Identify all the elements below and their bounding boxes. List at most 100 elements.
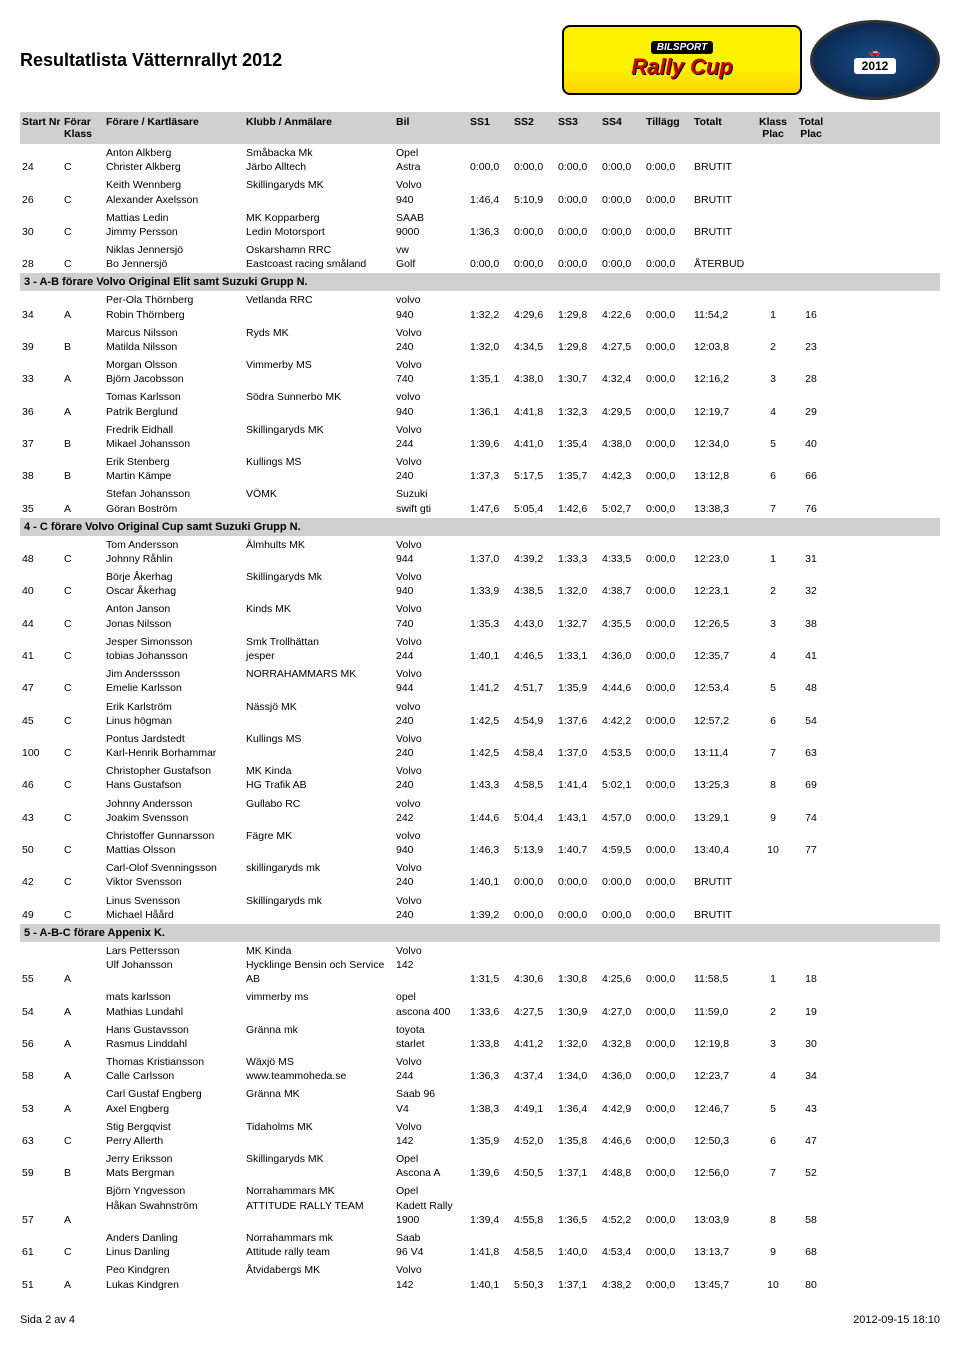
cell-totalt: 13:29,1 xyxy=(694,797,754,825)
cell-tillagg: 0:00,0 xyxy=(646,764,694,792)
section-header: 5 - A-B-C förare Appenix K. xyxy=(20,924,940,942)
cell-klass: C xyxy=(64,178,106,206)
cell-forare: Stig BergqvistPerry Allerth xyxy=(106,1120,246,1148)
cell-klass: A xyxy=(64,1055,106,1083)
section-header: 3 - A-B förare Volvo Original Elit samt … xyxy=(20,273,940,291)
cell-ss4: 4:42,2 xyxy=(602,700,646,728)
cell-forare: Christoffer GunnarssonMattias Olsson xyxy=(106,829,246,857)
cell-tillagg: 0:00,0 xyxy=(646,635,694,663)
cell-totalt: 12:19,7 xyxy=(694,390,754,418)
cell-ss1: 1:44,6 xyxy=(470,797,514,825)
cell-klubb: Kullings MS xyxy=(246,732,396,760)
cell-ss3: 1:37,6 xyxy=(558,700,602,728)
cell-klubb: Oskarshamn RRCEastcoast racing småland xyxy=(246,243,396,271)
cell-klass-plac: 2 xyxy=(754,570,792,598)
cell-tillagg: 0:00,0 xyxy=(646,211,694,239)
cell-totalt: 13:45,7 xyxy=(694,1263,754,1291)
cell-klubb: NORRAHAMMARS MK xyxy=(246,667,396,695)
cell-start: 100 xyxy=(22,732,64,760)
result-row: 37BFredrik EidhallMikael JohanssonSkilli… xyxy=(20,421,940,453)
cell-klass-plac: 8 xyxy=(754,1184,792,1227)
cell-klass: C xyxy=(64,829,106,857)
cell-totalt: BRUTIT xyxy=(694,211,754,239)
cell-tillagg: 0:00,0 xyxy=(646,243,694,271)
cell-klass-plac: 4 xyxy=(754,635,792,663)
cell-ss2: 5:10,9 xyxy=(514,178,558,206)
cell-klass: C xyxy=(64,861,106,889)
result-row: 41CJesper Simonssontobias JohanssonSmk T… xyxy=(20,633,940,665)
badge-year: 2012 xyxy=(854,58,897,74)
result-row: 100CPontus JardstedtKarl-Henrik Borhamma… xyxy=(20,730,940,762)
result-row: 45CErik KarlströmLinus högmanNässjö MKvo… xyxy=(20,698,940,730)
cell-totalt: 12:56,0 xyxy=(694,1152,754,1180)
cell-klass: C xyxy=(64,1120,106,1148)
cell-klubb: Skillingaryds Mk xyxy=(246,570,396,598)
cell-klass: A xyxy=(64,1023,106,1051)
cell-totalt: 13:25,3 xyxy=(694,764,754,792)
cell-bil: OpelKadett Rally 1900 xyxy=(396,1184,470,1227)
cell-start: 57 xyxy=(22,1184,64,1227)
cell-totalt: 13:03,9 xyxy=(694,1184,754,1227)
cell-klubb: Vimmerby MS xyxy=(246,358,396,386)
result-row: 40CBörje ÅkerhagOscar ÅkerhagSkillingary… xyxy=(20,568,940,600)
cell-totalt: BRUTIT xyxy=(694,894,754,922)
cell-ss2: 0:00,0 xyxy=(514,861,558,889)
cell-total-plac: 69 xyxy=(792,764,830,792)
cell-forare: Lars PetterssonUlf Johansson xyxy=(106,944,246,987)
cell-ss2: 4:54,9 xyxy=(514,700,558,728)
cell-klass: C xyxy=(64,894,106,922)
cell-ss1: 1:39,6 xyxy=(470,423,514,451)
cell-klass: C xyxy=(64,700,106,728)
cell-klass: C xyxy=(64,602,106,630)
cell-start: 26 xyxy=(22,178,64,206)
cell-ss3: 1:37,1 xyxy=(558,1263,602,1291)
cell-ss2: 5:50,3 xyxy=(514,1263,558,1291)
cell-forare: Jesper Simonssontobias Johansson xyxy=(106,635,246,663)
page-title: Resultatlista Vätternrallyt 2012 xyxy=(20,50,282,71)
col-ss1: SS1 xyxy=(470,116,514,140)
cell-bil: Saab96 V4 xyxy=(396,1231,470,1259)
cell-forare: Erik StenbergMartin Kämpe xyxy=(106,455,246,483)
col-totalt: Totalt xyxy=(694,116,754,140)
cell-total-plac: 54 xyxy=(792,700,830,728)
cell-ss2: 4:51,7 xyxy=(514,667,558,695)
col-ss2: SS2 xyxy=(514,116,558,140)
cell-tillagg: 0:00,0 xyxy=(646,358,694,386)
cell-start: 42 xyxy=(22,861,64,889)
cell-ss2: 5:17,5 xyxy=(514,455,558,483)
cell-bil: Suzukiswift gti xyxy=(396,487,470,515)
cell-forare: Johnny AnderssonJoakim Svensson xyxy=(106,797,246,825)
cell-forare: Anders DanlingLinus Danling xyxy=(106,1231,246,1259)
cell-ss4: 4:38,0 xyxy=(602,423,646,451)
cell-forare: Tomas KarlssonPatrik Berglund xyxy=(106,390,246,418)
cell-klass: B xyxy=(64,326,106,354)
result-row: 58AThomas KristianssonCalle CarlssonWäxj… xyxy=(20,1053,940,1085)
cell-ss3: 1:34,0 xyxy=(558,1055,602,1083)
cell-bil: toyotastarlet xyxy=(396,1023,470,1051)
cell-bil: Volvo240 xyxy=(396,326,470,354)
cell-tillagg: 0:00,0 xyxy=(646,1231,694,1259)
cell-ss2: 4:52,0 xyxy=(514,1120,558,1148)
cell-ss1: 1:39,4 xyxy=(470,1184,514,1227)
cell-start: 44 xyxy=(22,602,64,630)
cell-ss2: 4:38,0 xyxy=(514,358,558,386)
cell-ss3: 1:36,5 xyxy=(558,1184,602,1227)
cell-forare: Tom AnderssonJohnny Råhlin xyxy=(106,538,246,566)
cell-forare: mats karlssonMathias Lundahl xyxy=(106,990,246,1018)
results-body: 24CAnton AlkbergChrister AlkbergSmåbacka… xyxy=(20,144,940,1294)
cell-tillagg: 0:00,0 xyxy=(646,570,694,598)
cell-start: 40 xyxy=(22,570,64,598)
cell-klass: A xyxy=(64,1087,106,1115)
cell-ss4: 4:46,6 xyxy=(602,1120,646,1148)
cell-ss4: 0:00,0 xyxy=(602,211,646,239)
cell-klass: C xyxy=(64,211,106,239)
result-row: 47CJim AndersssonEmelie KarlssonNORRAHAM… xyxy=(20,665,940,697)
cell-ss1: 0:00,0 xyxy=(470,243,514,271)
cell-ss1: 1:33,9 xyxy=(470,570,514,598)
cell-klubb: Ryds MK xyxy=(246,326,396,354)
cell-total-plac xyxy=(792,243,830,271)
cell-bil: volvo940 xyxy=(396,390,470,418)
cell-ss1: 1:35,3 xyxy=(470,602,514,630)
cell-klass: A xyxy=(64,487,106,515)
cell-ss4: 4:44,6 xyxy=(602,667,646,695)
